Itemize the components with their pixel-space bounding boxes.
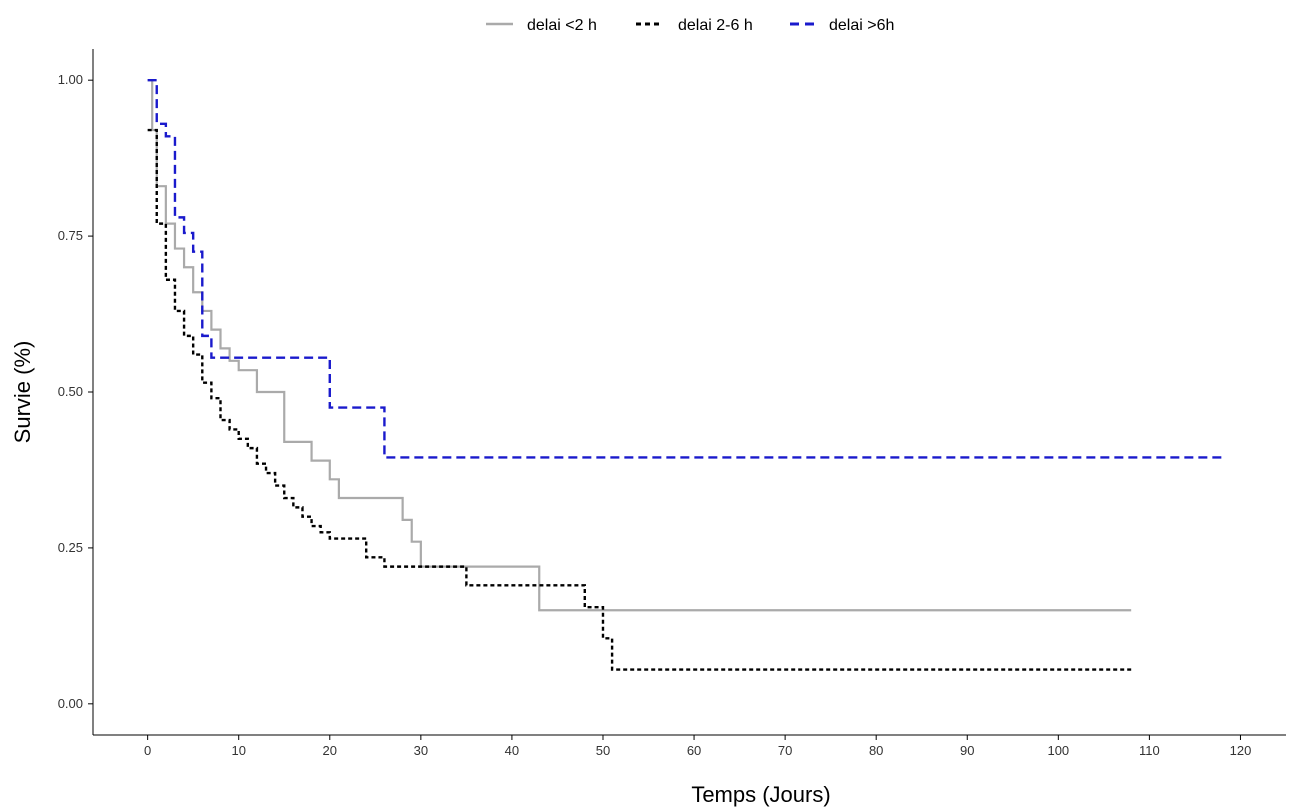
x-tick-label: 20 <box>323 743 337 758</box>
x-tick-label: 80 <box>869 743 883 758</box>
series-line-1 <box>147 128 1132 671</box>
x-tick-label: 50 <box>596 743 610 758</box>
x-axis-title: Temps (Jours) <box>691 782 830 807</box>
axes: 0 10 20 30 40 50 60 70 80 90 100 110 120 0.00 0.25 0.5… <box>58 49 1286 758</box>
x-tick-label: 100 <box>1047 743 1069 758</box>
y-tick-label: 0.75 <box>58 228 83 243</box>
x-tick-label: 110 <box>1139 743 1160 758</box>
x-tick-label: 0 <box>144 743 151 758</box>
x-tick-label: 60 <box>687 743 701 758</box>
legend-label-delai-gt-6h: delai >6h <box>829 17 894 34</box>
y-axis-title: Survie (%) <box>10 341 35 444</box>
x-tick-label: 10 <box>231 743 245 758</box>
y-tick-label: 0.00 <box>58 696 83 711</box>
legend: delai <2 h delai 2-6 h delai >6h <box>486 17 894 34</box>
series-line-2 <box>147 78 1223 459</box>
x-tick-label: 40 <box>505 743 519 758</box>
y-tick-label: 0.50 <box>58 384 83 399</box>
legend-label-delai-lt-2h: delai <2 h <box>527 17 597 34</box>
series-layer <box>147 78 1223 671</box>
x-tick-label: 70 <box>778 743 792 758</box>
series-line-0 <box>147 79 1132 612</box>
x-tick-label: 90 <box>960 743 974 758</box>
y-tick-label: 1.00 <box>58 72 83 87</box>
y-tick-label: 0.25 <box>58 540 83 555</box>
x-tick-label: 120 <box>1230 743 1252 758</box>
legend-label-delai-2-6h: delai 2-6 h <box>678 17 753 34</box>
x-tick-label: 30 <box>414 743 428 758</box>
